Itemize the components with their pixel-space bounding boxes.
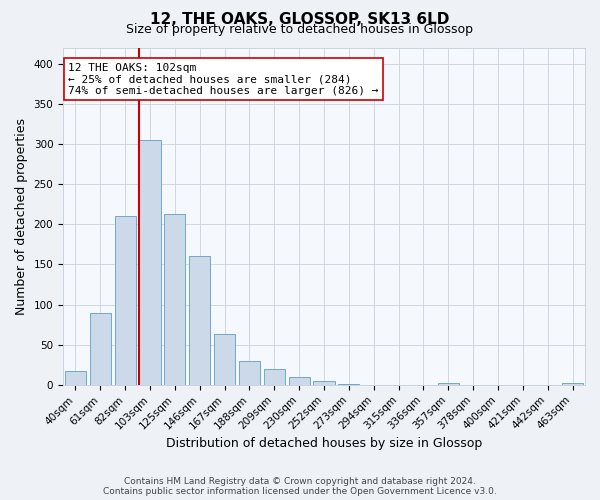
- Bar: [562, 384, 583, 385]
- Bar: [438, 384, 459, 385]
- Text: Size of property relative to detached houses in Glossop: Size of property relative to detached ho…: [127, 22, 473, 36]
- Text: 12 THE OAKS: 102sqm
← 25% of detached houses are smaller (284)
74% of semi-detac: 12 THE OAKS: 102sqm ← 25% of detached ho…: [68, 62, 379, 96]
- Bar: [164, 214, 185, 385]
- Bar: [214, 334, 235, 385]
- Bar: [264, 369, 285, 385]
- Text: 12, THE OAKS, GLOSSOP, SK13 6LD: 12, THE OAKS, GLOSSOP, SK13 6LD: [151, 12, 449, 28]
- Bar: [289, 377, 310, 385]
- X-axis label: Distribution of detached houses by size in Glossop: Distribution of detached houses by size …: [166, 437, 482, 450]
- Text: Contains HM Land Registry data © Crown copyright and database right 2024.
Contai: Contains HM Land Registry data © Crown c…: [103, 476, 497, 496]
- Bar: [90, 312, 111, 385]
- Bar: [338, 384, 359, 385]
- Bar: [65, 371, 86, 385]
- Bar: [313, 381, 335, 385]
- Bar: [239, 361, 260, 385]
- Bar: [115, 216, 136, 385]
- Y-axis label: Number of detached properties: Number of detached properties: [15, 118, 28, 314]
- Bar: [189, 256, 210, 385]
- Bar: [139, 140, 161, 385]
